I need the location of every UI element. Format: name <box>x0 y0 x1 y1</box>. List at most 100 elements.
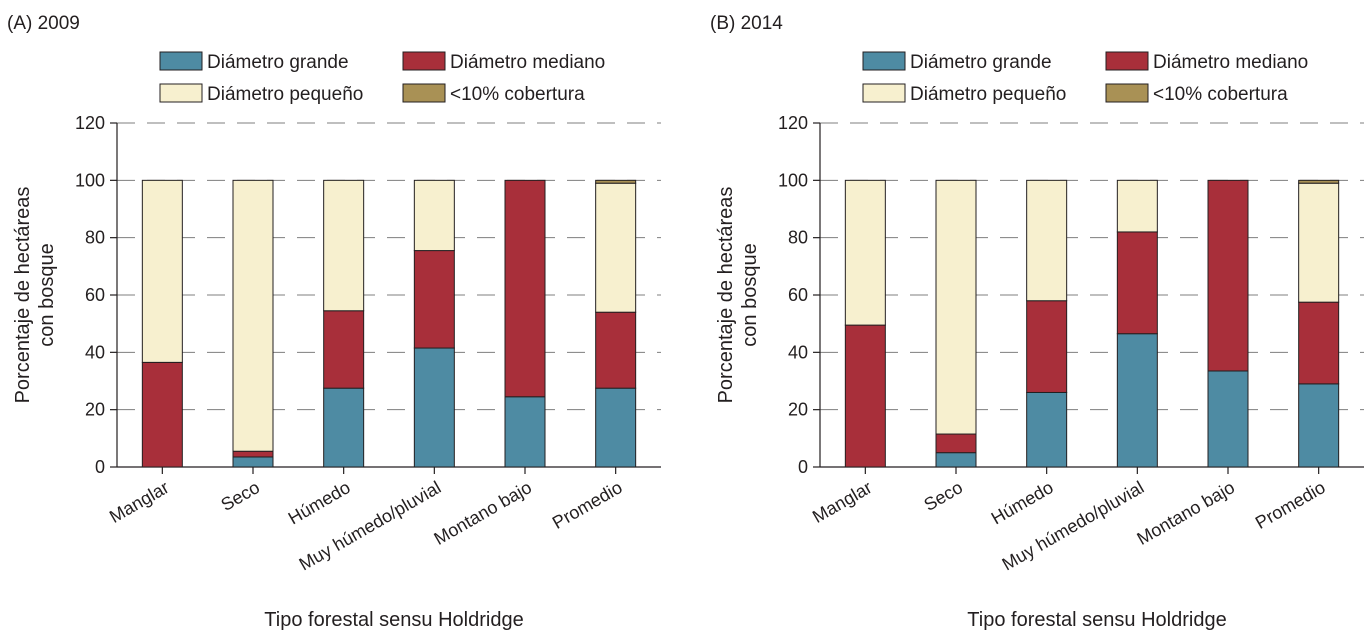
bar-stack-2 <box>323 179 365 468</box>
bar-stack-1 <box>935 179 977 468</box>
bar-medium-5 <box>595 311 637 389</box>
bar-stack-4 <box>504 179 546 468</box>
y-tick-label-120: 120 <box>75 113 105 133</box>
bar-cover-5 <box>595 179 637 184</box>
bar-medium-3 <box>1116 231 1158 335</box>
legend-swatch-large <box>862 51 906 71</box>
panel-title: (B) 2014 <box>710 13 783 34</box>
y-axis-title-line-2: con bosque <box>36 243 58 346</box>
legend-swatch-medium <box>1105 51 1149 71</box>
bar-stack-1 <box>232 179 274 468</box>
y-tick-label-0: 0 <box>95 457 105 477</box>
bar-large-3 <box>1116 333 1158 468</box>
bar-stack-5 <box>1298 179 1340 468</box>
y-tick-label-80: 80 <box>788 228 808 248</box>
x-tick-label-1: Seco <box>217 477 263 515</box>
legend-label-medium: Diámetro mediano <box>450 52 605 73</box>
y-tick-label-60: 60 <box>788 285 808 305</box>
bar-medium-2 <box>1026 300 1068 393</box>
bar-small-5 <box>1298 182 1340 303</box>
bar-medium-4 <box>1207 179 1249 372</box>
x-tick-label-0: Manglar <box>809 477 875 527</box>
bar-stack-0 <box>844 179 886 468</box>
legend: Diámetro grande Diámetro mediano Diámetro … <box>159 51 605 105</box>
bar-medium-5 <box>1298 301 1340 385</box>
y-axis-title-line-2: con bosque <box>739 243 761 346</box>
bar-small-5 <box>595 182 637 313</box>
bar-small-0 <box>141 179 183 363</box>
bar-large-2 <box>1026 391 1068 468</box>
legend-swatch-small <box>862 83 906 103</box>
y-axis-title: Porcentaje de hectáreas con bosque <box>715 187 761 404</box>
bar-medium-1 <box>232 450 274 458</box>
y-tick-label-120: 120 <box>778 113 808 133</box>
bar-cover-5 <box>1298 179 1340 184</box>
y-tick-label-80: 80 <box>85 228 105 248</box>
legend-item-large: Diámetro grande <box>862 51 1052 73</box>
bar-medium-2 <box>323 310 365 389</box>
bar-large-2 <box>323 387 365 468</box>
bar-stack-2 <box>1026 179 1068 468</box>
x-tick-label-4: Montano bajo <box>1134 477 1238 549</box>
legend-label-small: Diámetro pequeño <box>910 84 1066 105</box>
bar-small-3 <box>413 179 455 252</box>
x-tick-label-4: Montano bajo <box>431 477 535 549</box>
bar-small-0 <box>844 179 886 326</box>
bar-large-5 <box>1298 383 1340 468</box>
bar-large-4 <box>504 396 546 468</box>
bar-large-3 <box>413 347 455 468</box>
y-tick-label-100: 100 <box>75 170 105 190</box>
legend-label-cover: <10% cobertura <box>450 84 585 105</box>
bar-medium-4 <box>504 179 546 398</box>
x-tick-label-1: Seco <box>920 477 966 515</box>
bar-large-1 <box>232 456 274 468</box>
x-tick-label-2: Húmedo <box>988 477 1057 528</box>
bar-small-2 <box>323 179 365 312</box>
bar-large-4 <box>1207 370 1249 468</box>
y-tick-label-40: 40 <box>85 342 105 362</box>
x-axis-title: Tipo forestal sensu Holdridge <box>967 609 1226 631</box>
legend-swatch-large <box>159 51 203 71</box>
y-tick-label-0: 0 <box>798 457 808 477</box>
legend-item-small: Diámetro pequeño <box>862 83 1066 105</box>
bar-small-3 <box>1116 179 1158 233</box>
bar-medium-0 <box>141 361 183 468</box>
panel-title: (A) 2009 <box>7 13 80 34</box>
y-tick-label-20: 20 <box>788 400 808 420</box>
bar-large-5 <box>595 387 637 468</box>
y-tick-label-20: 20 <box>85 400 105 420</box>
bar-stack-0 <box>141 179 183 468</box>
legend-item-medium: Diámetro mediano <box>1105 51 1308 73</box>
x-tick-label-2: Húmedo <box>285 477 354 528</box>
y-axis-title-line-1: Porcentaje de hectáreas <box>12 187 34 404</box>
x-axis-title: Tipo forestal sensu Holdridge <box>264 609 523 631</box>
legend-swatch-cover <box>1105 83 1149 103</box>
bar-stack-3 <box>1116 179 1158 468</box>
y-axis-title: Porcentaje de hectáreas con bosque <box>12 187 58 404</box>
legend-swatch-medium <box>402 51 446 71</box>
bar-small-1 <box>935 179 977 435</box>
bar-stack-4 <box>1207 179 1249 468</box>
legend-swatch-cover <box>402 83 446 103</box>
y-axis-title-line-1: Porcentaje de hectáreas <box>715 187 737 404</box>
bar-medium-0 <box>844 324 886 468</box>
legend-item-small: Diámetro pequeño <box>159 83 363 105</box>
bar-medium-1 <box>935 433 977 454</box>
legend: Diámetro grande Diámetro mediano Diámetro … <box>862 51 1308 105</box>
y-tick-label-60: 60 <box>85 285 105 305</box>
legend-item-large: Diámetro grande <box>159 51 349 73</box>
bar-small-2 <box>1026 179 1068 302</box>
legend-label-cover: <10% cobertura <box>1153 84 1288 105</box>
bar-stack-3 <box>413 179 455 468</box>
x-tick-label-5: Promedio <box>549 477 626 533</box>
bar-large-1 <box>935 452 977 468</box>
bar-medium-3 <box>413 250 455 349</box>
y-tick-label-40: 40 <box>788 342 808 362</box>
legend-swatch-small <box>159 83 203 103</box>
legend-label-large: Diámetro grande <box>910 52 1052 73</box>
legend-label-medium: Diámetro mediano <box>1153 52 1308 73</box>
bar-small-1 <box>232 179 274 452</box>
